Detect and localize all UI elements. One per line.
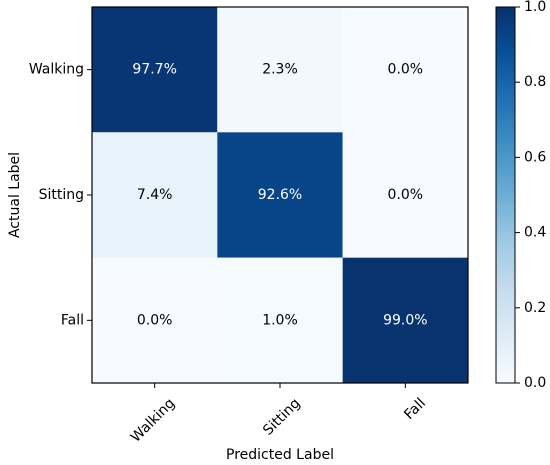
cell-value-label: 0.0% — [388, 62, 424, 78]
colorbar-ticks: 0.0 0.2 0.4 0.6 0.8 1.0 — [515, 0, 546, 391]
cell-value-label: 97.7% — [132, 62, 176, 78]
heatmap-cell — [92, 132, 218, 258]
x-tick-label: Fall — [401, 395, 429, 423]
y-tick-label: Sitting — [39, 187, 84, 203]
heatmap-cell — [342, 257, 468, 383]
y-tick-label: Fall — [61, 312, 84, 328]
heatmap-cell — [342, 132, 468, 258]
heatmap-cells: 97.7% 2.3% 0.0% 7.4% 92.6% 0.0% 0.0% 1.0% 99.0% — [92, 7, 468, 383]
cell-value-label: 7.4% — [137, 187, 173, 203]
y-tick-label: Walking — [29, 62, 84, 78]
colorbar-tick-label: 0.0 — [524, 375, 546, 391]
heatmap-cell — [217, 257, 343, 383]
heatmap-cell — [342, 7, 468, 133]
y-axis-label: Actual Label — [7, 152, 23, 238]
y-axis-ticks: Walking Sitting Fall — [29, 62, 92, 328]
cell-value-label: 0.0% — [388, 187, 424, 203]
x-axis-label: Predicted Label — [226, 447, 334, 463]
heatmap-cell — [92, 257, 218, 383]
cell-value-label: 99.0% — [383, 312, 427, 328]
colorbar-tick-label: 0.6 — [524, 149, 546, 165]
colorbar — [495, 6, 516, 384]
colorbar-tick-label: 0.4 — [524, 225, 546, 241]
colorbar-tick-label: 0.2 — [524, 300, 546, 316]
cell-value-label: 0.0% — [137, 312, 173, 328]
heatmap-cell — [217, 7, 343, 133]
cell-value-label: 1.0% — [262, 312, 298, 328]
x-tick-label: Sitting — [260, 395, 303, 438]
x-axis-ticks: Walking Sitting Fall — [128, 383, 429, 446]
x-tick-label: Walking — [128, 395, 178, 445]
colorbar-tick-label: 0.8 — [524, 74, 546, 90]
heatmap-cell — [92, 7, 218, 133]
colorbar-tick-label: 1.0 — [524, 0, 546, 15]
cell-value-label: 2.3% — [262, 62, 298, 78]
heatmap-cell — [217, 132, 343, 258]
cell-value-label: 92.6% — [258, 187, 302, 203]
